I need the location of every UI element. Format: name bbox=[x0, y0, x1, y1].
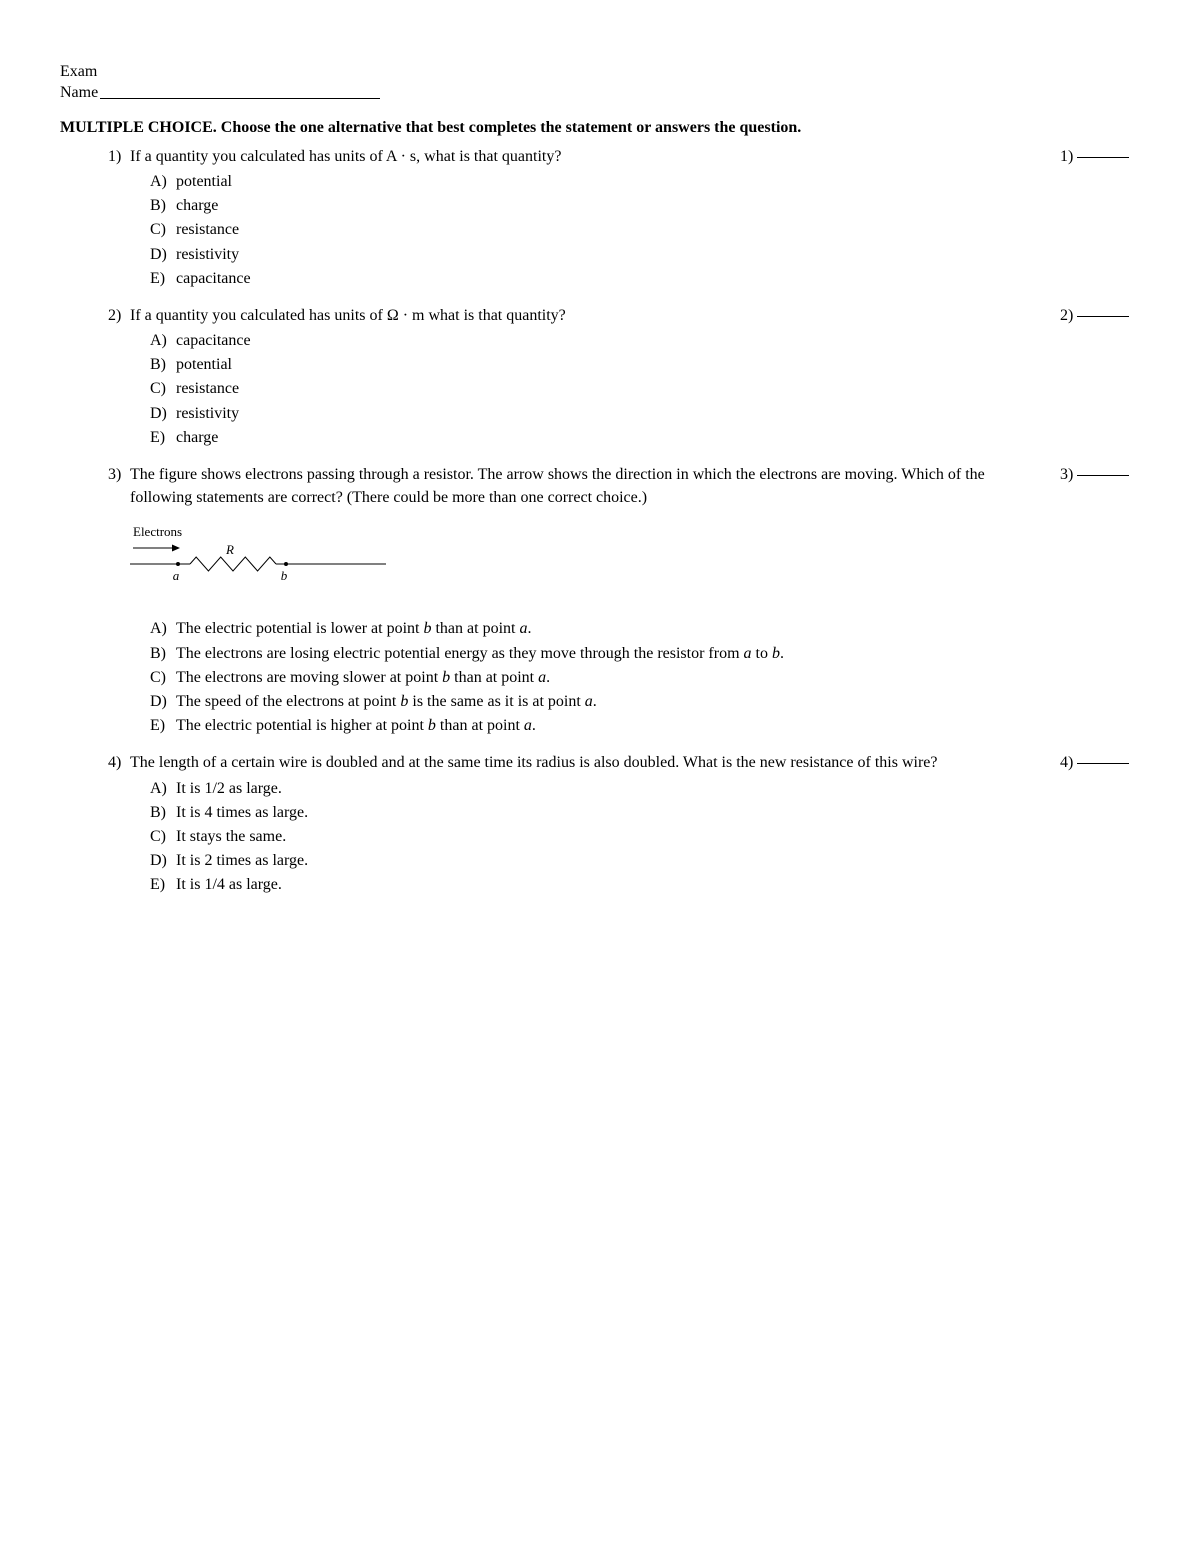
q2-option-b: B)potential bbox=[150, 353, 1140, 376]
q4-option-b: B)It is 4 times as large. bbox=[150, 801, 1140, 824]
q3-options: A)The electric potential is lower at poi… bbox=[108, 617, 1140, 737]
q1-answer-num: 1) bbox=[1060, 145, 1073, 168]
q2-option-c: C)resistance bbox=[150, 377, 1140, 400]
svg-text:b: b bbox=[281, 568, 288, 583]
q4-option-d: D)It is 2 times as large. bbox=[150, 849, 1140, 872]
q3-answer-num: 3) bbox=[1060, 463, 1073, 486]
exam-header: Exam Name bbox=[60, 62, 1140, 104]
q2-option-e: E)charge bbox=[150, 426, 1140, 449]
q1-answer-blank[interactable] bbox=[1077, 157, 1129, 158]
q1-option-d: D)resistivity bbox=[150, 243, 1140, 266]
question-4: 4) The length of a certain wire is doubl… bbox=[60, 751, 1140, 896]
q2-number: 2) bbox=[108, 304, 130, 327]
q4-option-e: E)It is 1/4 as large. bbox=[150, 873, 1140, 896]
q4-option-a: A)It is 1/2 as large. bbox=[150, 777, 1140, 800]
q2-text: If a quantity you calculated has units o… bbox=[130, 304, 1040, 327]
question-3: 3) The figure shows electrons passing th… bbox=[60, 463, 1140, 737]
q2-answer-num: 2) bbox=[1060, 304, 1073, 327]
q1-option-a: A)potential bbox=[150, 170, 1140, 193]
name-blank[interactable] bbox=[100, 98, 380, 99]
name-label: Name bbox=[60, 83, 98, 104]
q1-option-b: B)charge bbox=[150, 194, 1140, 217]
q1-answer-slot: 1) bbox=[1060, 145, 1140, 168]
q3-option-b: B)The electrons are losing electric pote… bbox=[150, 642, 1140, 665]
q4-options: A)It is 1/2 as large. B)It is 4 times as… bbox=[108, 777, 1140, 897]
q3-number: 3) bbox=[108, 463, 130, 509]
resistor-circuit-icon: Ra b bbox=[130, 542, 390, 592]
q3-text: The figure shows electrons passing throu… bbox=[130, 463, 1040, 509]
q2-answer-blank[interactable] bbox=[1077, 316, 1129, 317]
name-line: Name bbox=[60, 83, 1140, 104]
question-2: 2) If a quantity you calculated has unit… bbox=[60, 304, 1140, 449]
q1-text: If a quantity you calculated has units o… bbox=[130, 145, 1040, 168]
q4-answer-num: 4) bbox=[1060, 751, 1073, 774]
q1-option-e: E)capacitance bbox=[150, 267, 1140, 290]
q1-options: A)potential B)charge C)resistance D)resi… bbox=[108, 170, 1140, 290]
q1-number: 1) bbox=[108, 145, 130, 168]
q2-option-d: D)resistivity bbox=[150, 402, 1140, 425]
q1-option-c: C)resistance bbox=[150, 218, 1140, 241]
svg-text:a: a bbox=[173, 568, 180, 583]
exam-label: Exam bbox=[60, 62, 1140, 83]
svg-text:R: R bbox=[225, 542, 234, 557]
q4-answer-slot: 4) bbox=[1060, 751, 1140, 774]
q4-option-c: C)It stays the same. bbox=[150, 825, 1140, 848]
q3-option-c: C)The electrons are moving slower at poi… bbox=[150, 666, 1140, 689]
q3-option-a: A)The electric potential is lower at poi… bbox=[150, 617, 1140, 640]
q3-figure: Electrons Ra b bbox=[108, 523, 1140, 599]
q4-text: The length of a certain wire is doubled … bbox=[130, 751, 1040, 774]
question-1: 1) If a quantity you calculated has unit… bbox=[60, 145, 1140, 290]
q4-answer-blank[interactable] bbox=[1077, 763, 1129, 764]
q4-number: 4) bbox=[108, 751, 130, 774]
q3-option-d: D)The speed of the electrons at point b … bbox=[150, 690, 1140, 713]
q2-answer-slot: 2) bbox=[1060, 304, 1140, 327]
q3-option-e: E)The electric potential is higher at po… bbox=[150, 714, 1140, 737]
q3-answer-slot: 3) bbox=[1060, 463, 1140, 486]
section-heading: MULTIPLE CHOICE. Choose the one alternat… bbox=[60, 116, 1140, 139]
q2-option-a: A)capacitance bbox=[150, 329, 1140, 352]
q3-answer-blank[interactable] bbox=[1077, 475, 1129, 476]
electrons-label: Electrons bbox=[133, 523, 1140, 542]
q2-options: A)capacitance B)potential C)resistance D… bbox=[108, 329, 1140, 449]
